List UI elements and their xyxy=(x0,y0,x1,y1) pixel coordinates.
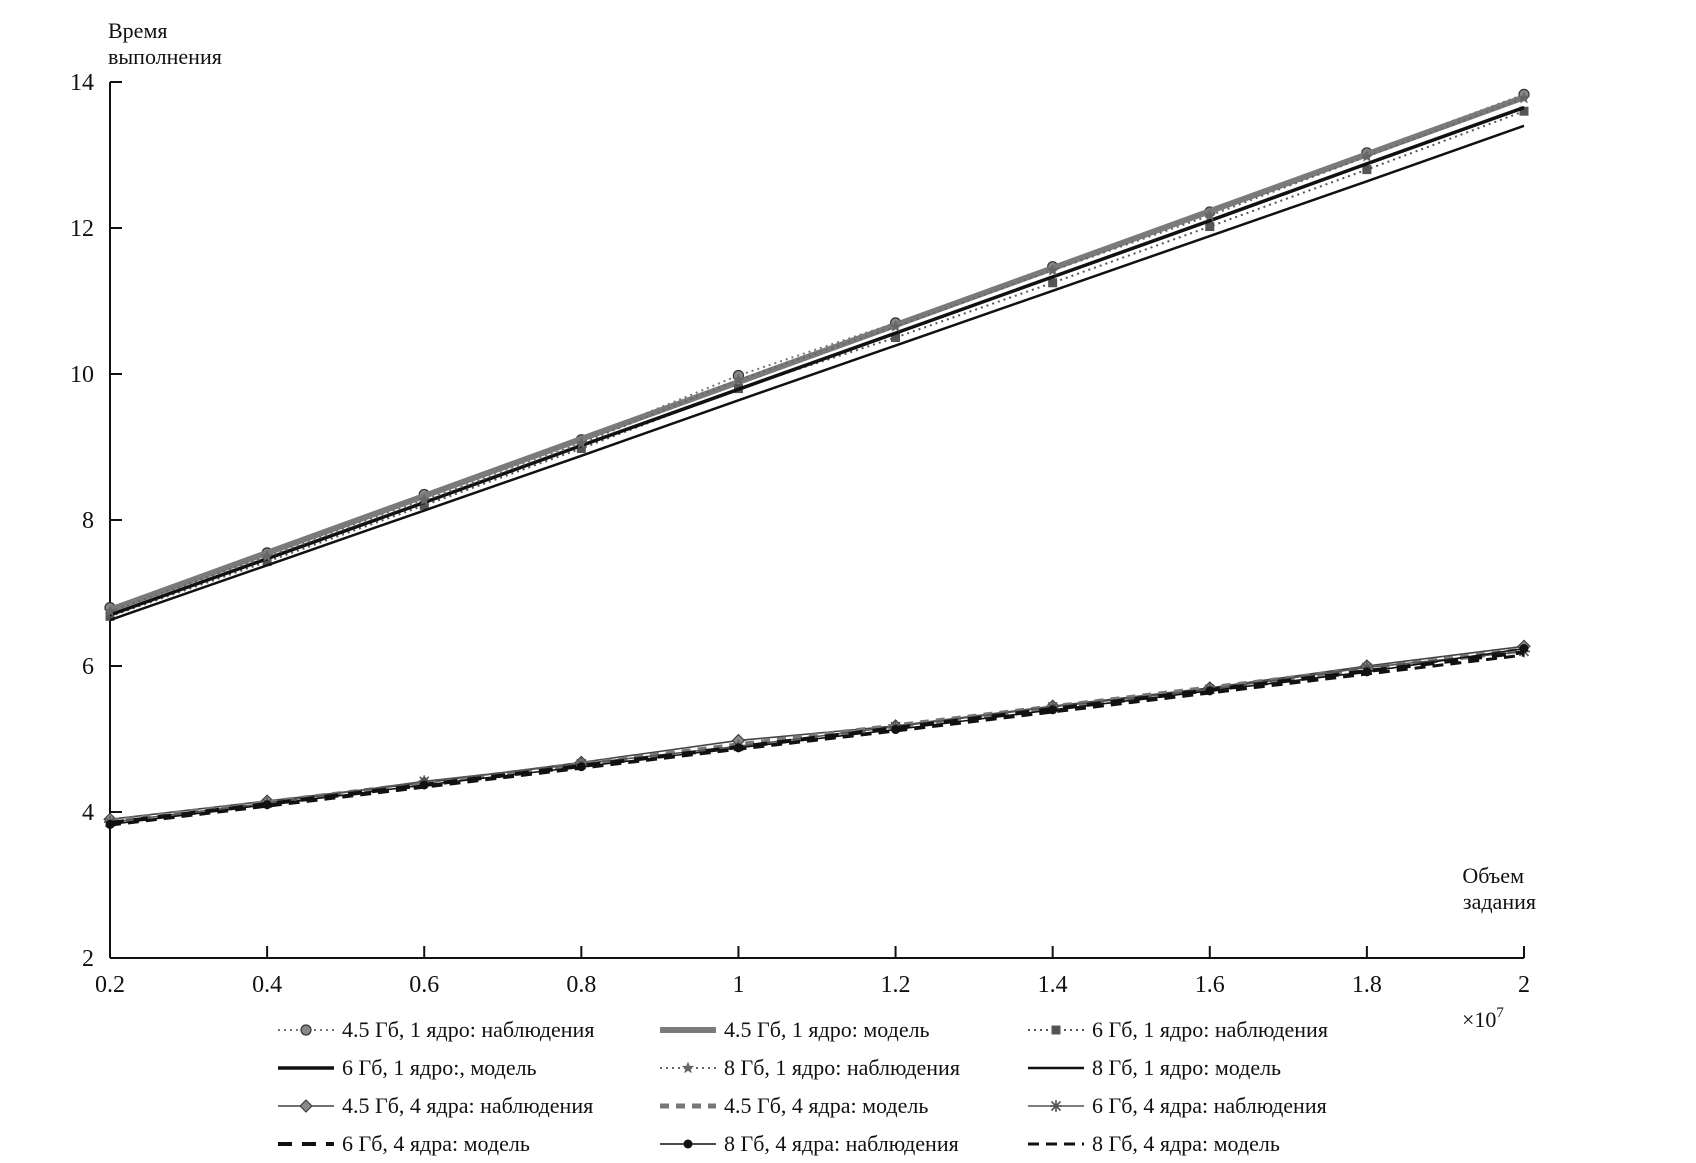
legend-item: 6 Гб, 1 ядро: наблюдения xyxy=(1028,1017,1328,1042)
series-5 xyxy=(103,91,1531,617)
x-multiplier-base: ×10 xyxy=(1462,1007,1496,1032)
data-point xyxy=(1048,705,1058,715)
legend-item: 6 Гб, 1 ядро:, модель xyxy=(278,1055,537,1080)
x-axis-title-line-1: Объем xyxy=(1462,863,1524,888)
data-point xyxy=(1360,149,1374,162)
data-point xyxy=(1203,209,1216,221)
legend-label: 6 Гб, 4 ядра: модель xyxy=(342,1131,530,1156)
legend-label: 6 Гб, 1 ядро: наблюдения xyxy=(1092,1017,1328,1042)
x-tick-label: 0.4 xyxy=(252,972,282,998)
legend: 4.5 Гб, 1 ядро: наблюдения 4.5 Гб, 1 ядро… xyxy=(278,1017,1328,1156)
x-tick-label: 1.8 xyxy=(1352,972,1382,998)
legend-marker xyxy=(1050,1100,1062,1112)
legend-label: 6 Гб, 4 ядра: наблюдения xyxy=(1092,1093,1327,1118)
y-tick-label: 6 xyxy=(82,654,94,680)
data-point xyxy=(575,436,588,449)
legend-label: 8 Гб, 4 ядра: модель xyxy=(1092,1131,1280,1156)
series-6 xyxy=(109,124,1525,622)
series-line xyxy=(109,645,1525,821)
legend-label: 4.5 Гб, 4 ядра: модель xyxy=(724,1093,928,1118)
series-line xyxy=(109,105,1525,617)
plot-area: 2 4 6 8 10 12 14 0.2 0.4 0.6 0.8 1 1.2 1.4 1.6 1.8 2 xyxy=(70,70,1531,998)
legend-item: 8 Гб, 1 ядро: наблюдения xyxy=(660,1055,960,1080)
y-tick-label: 8 xyxy=(82,508,94,534)
x-ticks: 0.2 0.4 0.6 0.8 1 1.2 1.4 1.6 1.8 2 xyxy=(95,946,1530,998)
series-2 xyxy=(108,94,1526,613)
legend-item: 8 Гб, 1 ядро: модель xyxy=(1028,1055,1281,1080)
data-point xyxy=(262,800,272,810)
y-tick-label: 10 xyxy=(70,362,94,388)
legend-item: 4.5 Гб, 4 ядра: модель xyxy=(660,1093,928,1118)
data-point xyxy=(1519,643,1529,653)
data-point xyxy=(1519,106,1529,116)
series-line xyxy=(109,124,1525,622)
legend-item: 8 Гб, 4 ядра: модель xyxy=(1028,1131,1280,1156)
legend-marker xyxy=(1051,1025,1061,1035)
legend-marker xyxy=(300,1024,312,1036)
legend-item: 6 Гб, 4 ядра: модель xyxy=(278,1131,530,1156)
legend-label: 4.5 Гб, 4 ядра: наблюдения xyxy=(342,1093,593,1118)
data-point xyxy=(1048,278,1058,288)
legend-label: 6 Гб, 1 ядро:, модель xyxy=(342,1055,537,1080)
legend-label: 4.5 Гб, 1 ядро: наблюдения xyxy=(342,1017,594,1042)
y-axis-title-line-1: Время xyxy=(108,18,167,43)
data-point xyxy=(105,611,115,621)
x-multiplier-exponent: 7 xyxy=(1496,1005,1504,1021)
data-point xyxy=(419,500,429,510)
data-point xyxy=(1046,263,1059,276)
legend-label: 4.5 Гб, 1 ядро: модель xyxy=(724,1017,930,1042)
legend-item: 4.5 Гб, 1 ядро: модель xyxy=(660,1017,930,1042)
data-point xyxy=(889,320,902,332)
legend-label: 8 Гб, 1 ядро: модель xyxy=(1092,1055,1281,1080)
legend-item: 4.5 Гб, 4 ядра: наблюдения xyxy=(278,1093,593,1118)
x-tick-label: 0.2 xyxy=(95,972,125,998)
legend-label: 8 Гб, 1 ядро: наблюдения xyxy=(724,1055,960,1080)
y-tick-label: 2 xyxy=(82,946,94,972)
data-point xyxy=(103,604,117,617)
series-line xyxy=(109,653,1525,827)
x-tick-label: 1.4 xyxy=(1038,972,1068,998)
legend-marker xyxy=(683,1139,693,1149)
legend-label: 8 Гб, 4 ядра: наблюдения xyxy=(724,1131,959,1156)
legend-marker xyxy=(299,1099,313,1113)
y-tick-label: 12 xyxy=(70,216,94,242)
y-ticks: 2 4 6 8 10 12 14 xyxy=(70,70,122,972)
x-tick-label: 1.6 xyxy=(1195,972,1225,998)
x-tick-label: 0.6 xyxy=(409,972,439,998)
x-tick-label: 1 xyxy=(732,972,744,998)
series-12 xyxy=(109,653,1525,827)
y-tick-label: 14 xyxy=(70,70,94,96)
data-point xyxy=(418,493,431,506)
x-tick-label: 1.2 xyxy=(881,972,911,998)
series-line xyxy=(108,94,1526,613)
legend-item: 6 Гб, 4 ядра: наблюдения xyxy=(1028,1093,1327,1118)
legend-marker xyxy=(681,1061,695,1074)
series-4 xyxy=(109,105,1525,617)
x-multiplier: ×107 xyxy=(1462,1005,1504,1032)
data-point xyxy=(576,443,586,453)
legend-item: 8 Гб, 4 ядра: наблюдения xyxy=(660,1131,959,1156)
x-tick-label: 0.8 xyxy=(566,972,596,998)
data-point xyxy=(260,550,274,562)
data-point xyxy=(262,557,272,567)
y-axis-title-line-2: выполнения xyxy=(108,44,222,69)
data-point xyxy=(732,373,745,386)
series-line xyxy=(109,650,1525,824)
y-tick-label: 4 xyxy=(82,800,94,826)
series-layer xyxy=(103,88,1531,829)
x-tick-label: 2 xyxy=(1518,972,1530,998)
data-point xyxy=(891,333,901,342)
data-point xyxy=(1517,91,1531,104)
x-axis-title-line-2: задания xyxy=(1463,889,1536,914)
data-point xyxy=(1362,165,1372,175)
legend-item: 4.5 Гб, 1 ядро: наблюдения xyxy=(278,1017,594,1042)
data-point xyxy=(1205,222,1215,232)
